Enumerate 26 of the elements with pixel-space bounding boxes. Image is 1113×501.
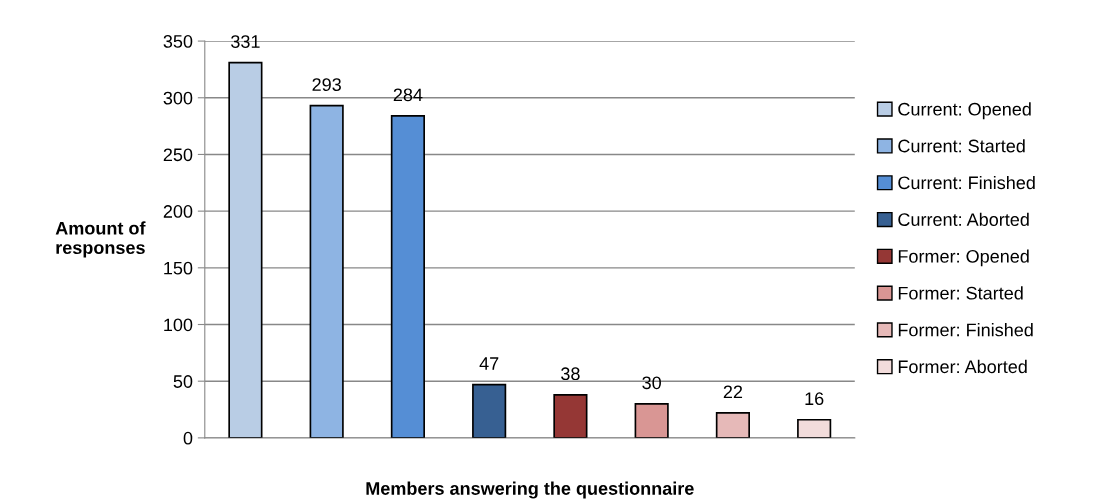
y-tick-label: 300 — [163, 91, 193, 105]
legend-label: Former: Opened — [898, 249, 1029, 267]
legend-label: Current: Opened — [898, 102, 1031, 120]
data-label: 30 — [642, 376, 661, 390]
y-tick-label: 250 — [163, 148, 193, 162]
legend-label: Former: Finished — [898, 323, 1033, 337]
data-label: 331 — [231, 35, 260, 48]
y-tick-label: 100 — [164, 318, 193, 332]
x-axis-title: Members answering the questionnaire — [366, 481, 694, 499]
legend-label: Former: Aborted — [898, 359, 1027, 374]
y-tick-label: 150 — [164, 261, 193, 275]
data-label: 284 — [393, 88, 423, 102]
y-axis-title: Amount of responses — [55, 221, 146, 258]
data-label: 38 — [561, 367, 580, 381]
y-tick-label: 200 — [163, 205, 193, 218]
legend-label: Current: Started — [898, 139, 1025, 153]
y-tick-label: 50 — [173, 375, 193, 388]
data-label: 16 — [805, 392, 824, 406]
legend-label: Former: Started — [898, 286, 1023, 300]
legend-label: Current: Aborted — [898, 212, 1029, 226]
y-tick-label: 350 — [163, 35, 193, 48]
data-label: 47 — [479, 357, 499, 370]
data-label: 293 — [312, 78, 341, 92]
legend-label: Current: Finished — [898, 175, 1035, 190]
y-tick-label: 0 — [183, 431, 193, 445]
data-label: 22 — [723, 385, 743, 399]
